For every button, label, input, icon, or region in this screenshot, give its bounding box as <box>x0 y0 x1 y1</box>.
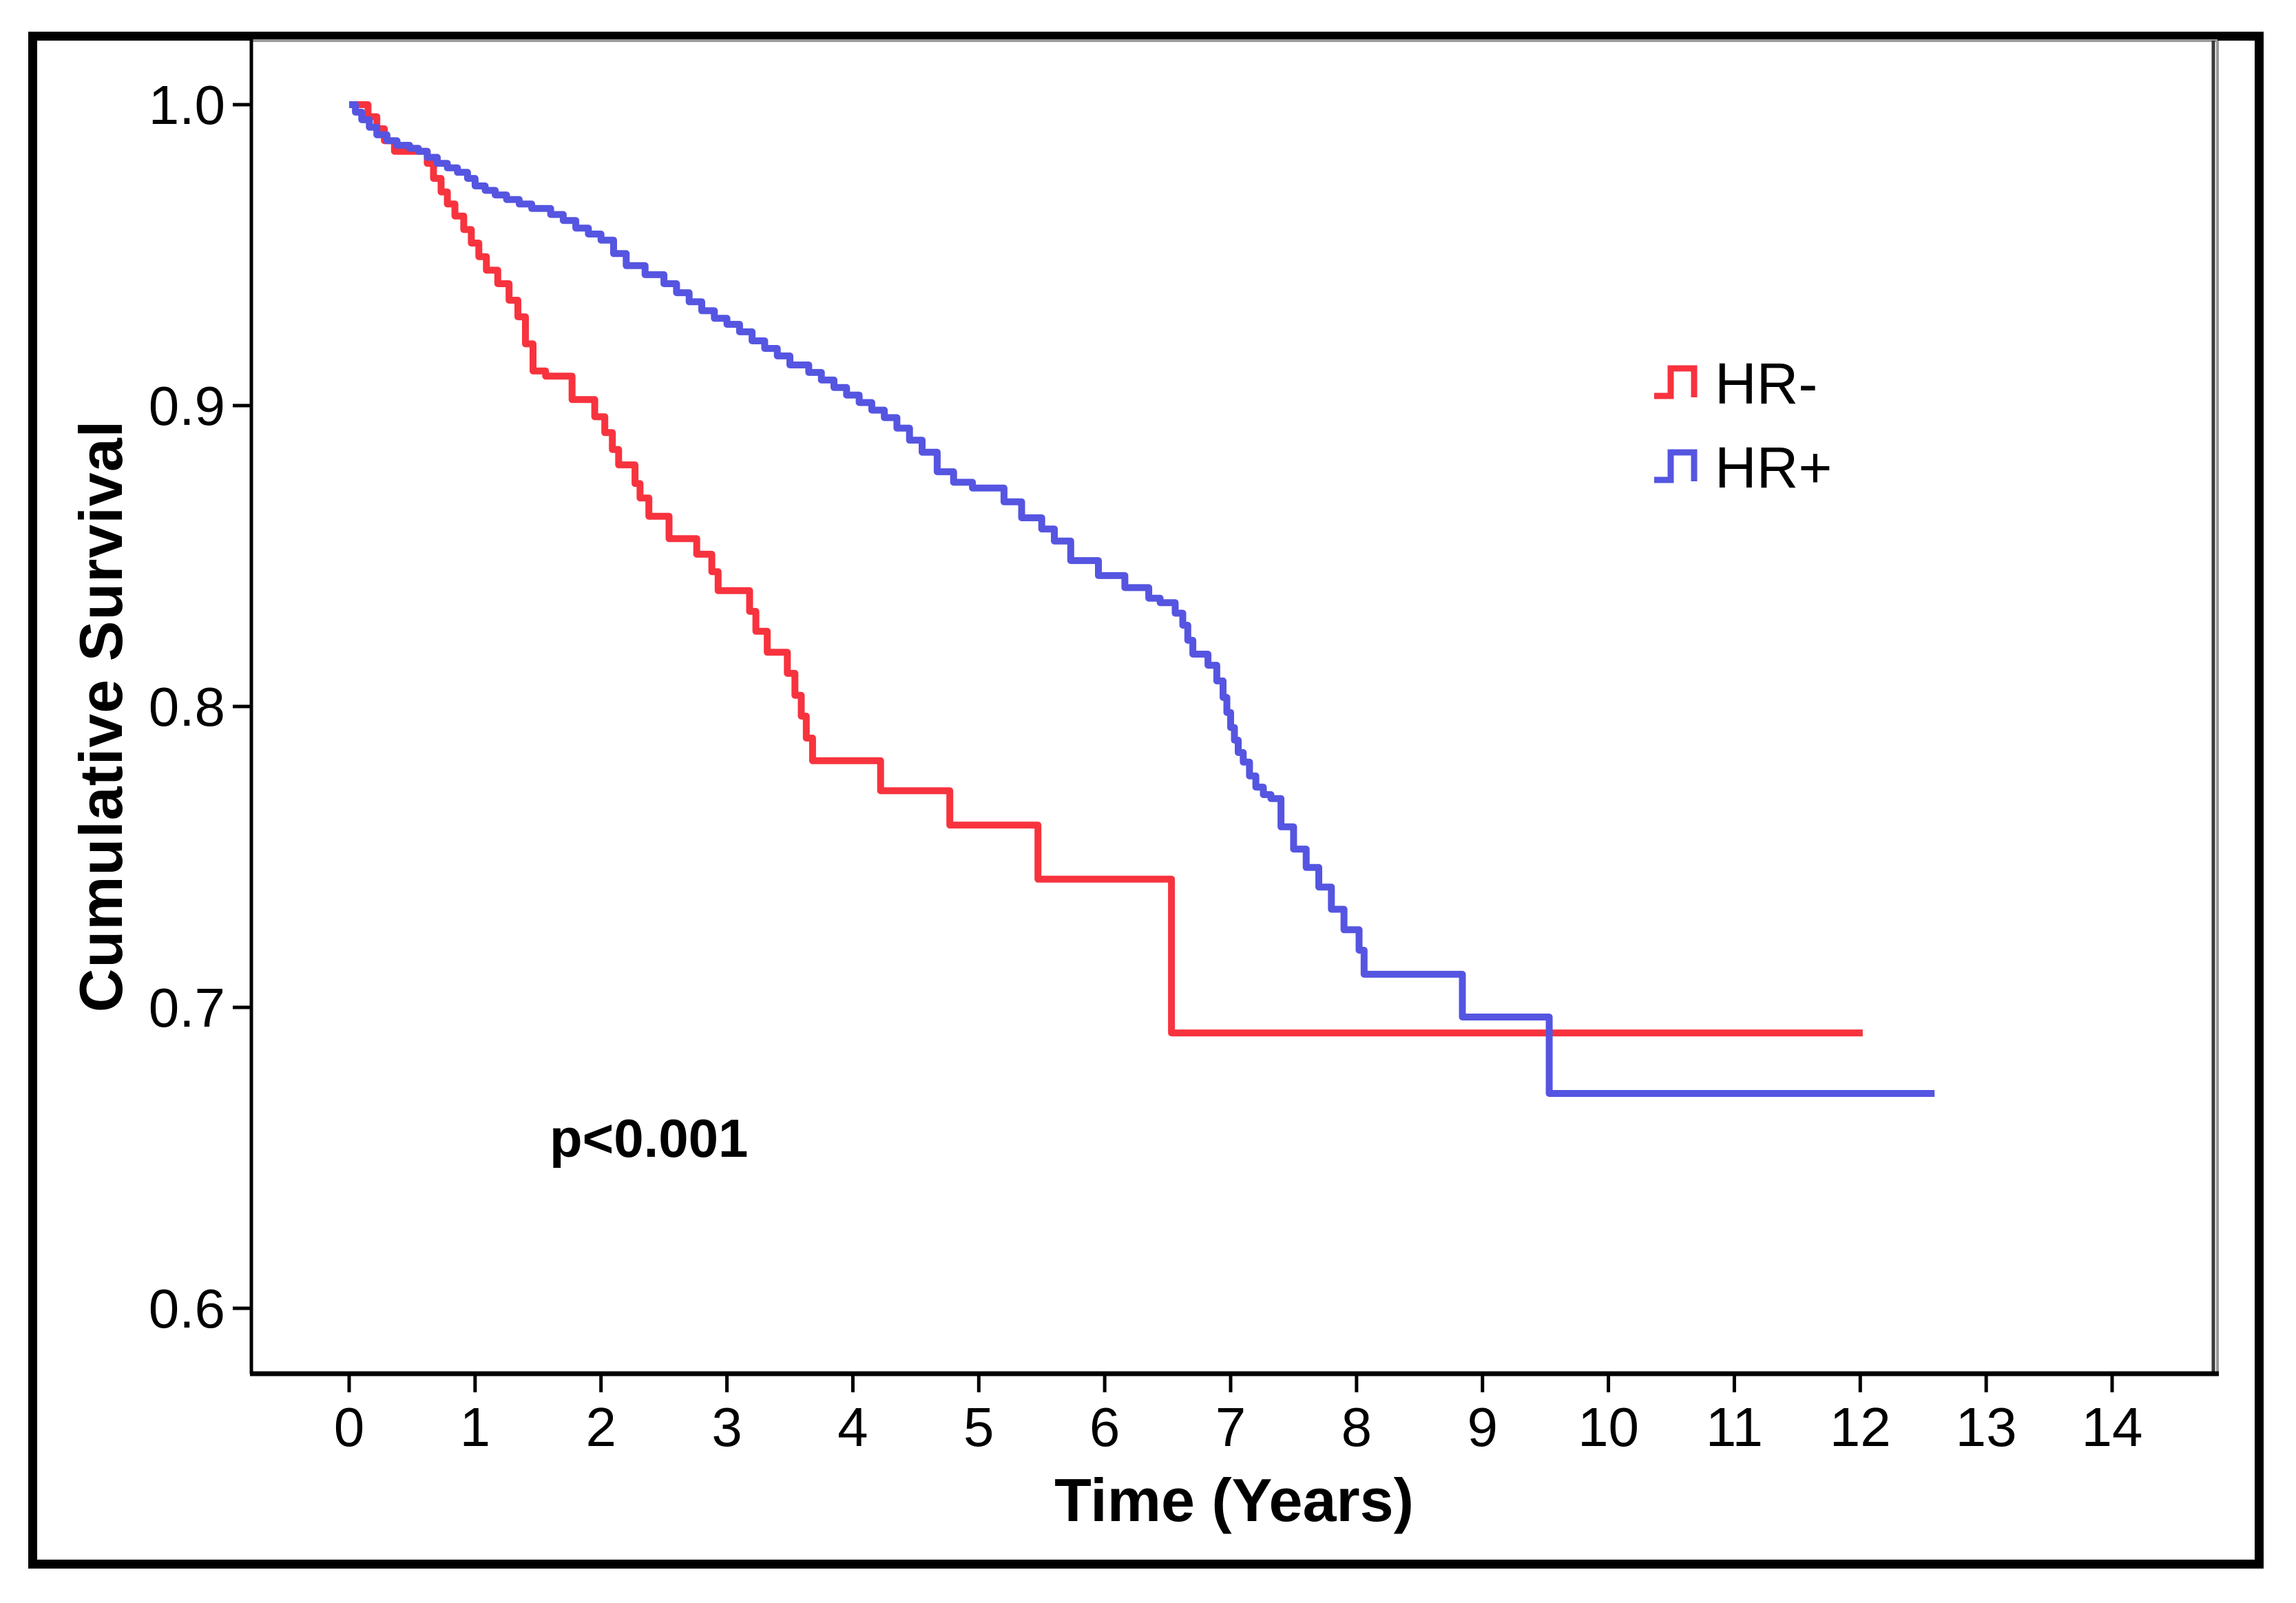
y-tick-label: 0.8 <box>149 676 225 737</box>
figure-border <box>28 32 2264 1569</box>
x-tick-label: 0 <box>334 1396 365 1458</box>
plot-frame <box>249 39 2219 1376</box>
y-tick-label: 1.0 <box>149 74 225 136</box>
p-value-annotation: p<0.001 <box>550 1108 749 1169</box>
curve-hr- <box>349 101 1935 1097</box>
survival-curves <box>349 101 1935 1097</box>
x-tick-label: 4 <box>837 1396 868 1458</box>
curve-hr- <box>349 101 1863 1037</box>
x-tick-label: 2 <box>585 1396 616 1458</box>
x-tick-label: 8 <box>1342 1396 1373 1458</box>
x-tick-label: 5 <box>963 1396 994 1458</box>
x-axis-title: Time (Years) <box>1054 1466 1414 1534</box>
hr-minus-step-line-icon <box>1654 365 1698 399</box>
x-tick-label: 7 <box>1215 1396 1246 1458</box>
legend-label-hr-minus: HR- <box>1715 351 1818 416</box>
x-tick-label: 1 <box>460 1396 491 1458</box>
x-tick-label: 12 <box>1830 1396 1891 1458</box>
y-tick-label: 0.6 <box>149 1278 225 1339</box>
x-tick-label: 14 <box>2082 1396 2143 1458</box>
x-tick-label: 11 <box>1706 1396 1763 1458</box>
hr-plus-step-line-icon <box>1654 449 1698 483</box>
x-tick-label: 3 <box>711 1396 742 1458</box>
y-tick-label: 0.9 <box>149 375 225 437</box>
legend-label-hr-plus: HR+ <box>1715 435 1833 500</box>
x-tick-label: 9 <box>1467 1396 1498 1458</box>
y-axis-title: Cumulative Survival <box>67 419 135 1013</box>
x-tick-label: 6 <box>1089 1396 1120 1458</box>
axis-tick-labels: 0 1 2 3 4 5 6 7 8 9 10 11 12 13 141.00.90.80.70.6 <box>149 74 2143 1458</box>
axis-ticks <box>233 103 2114 1392</box>
legend-entry-hr-minus: HR- <box>1651 351 1832 416</box>
x-tick-label: 10 <box>1578 1396 1639 1458</box>
y-tick-label: 0.7 <box>149 977 225 1038</box>
legend-entry-hr-plus: HR+ <box>1651 435 1833 500</box>
legend: HR- HR+ <box>1651 351 1833 525</box>
x-tick-label: 13 <box>1956 1396 2017 1458</box>
